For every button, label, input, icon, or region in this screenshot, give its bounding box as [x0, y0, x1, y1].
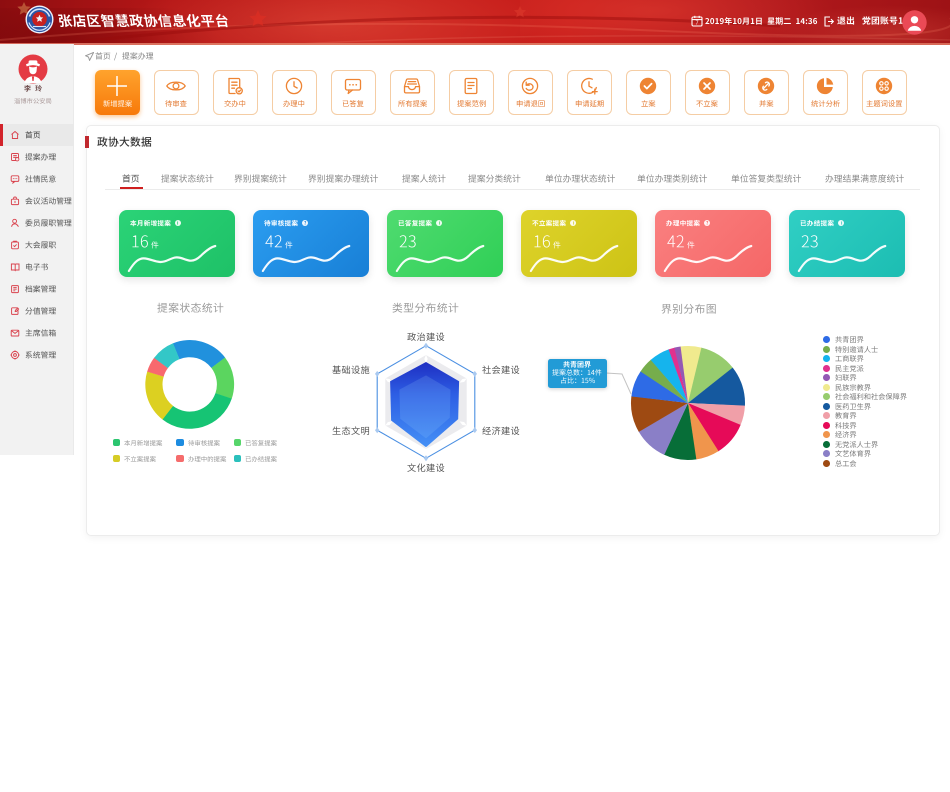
svg-text:7: 7: [695, 20, 698, 26]
